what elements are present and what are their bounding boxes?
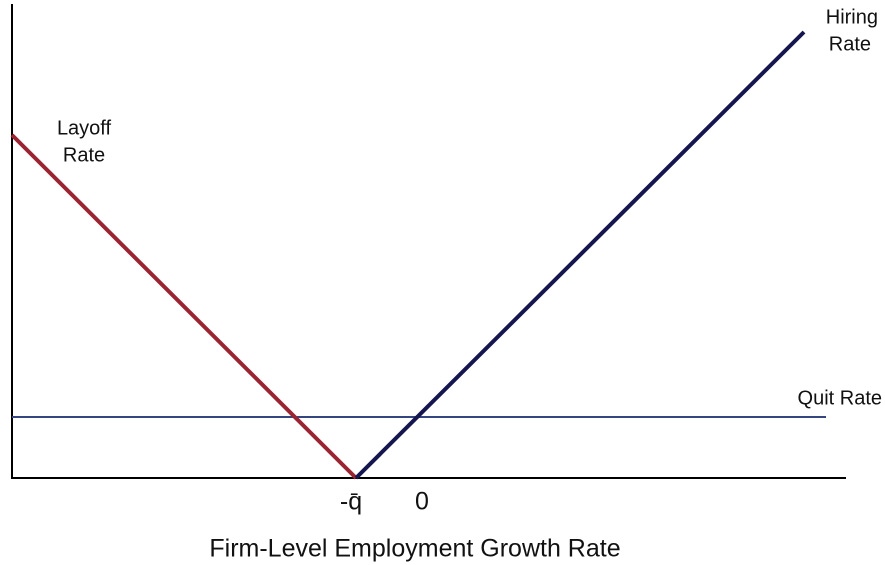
x-axis-title: Firm-Level Employment Growth Rate <box>209 535 620 563</box>
x-tick-label: -q̄ <box>340 488 362 516</box>
hiring-label: Hiring <box>826 6 878 28</box>
layoff-label: Rate <box>63 144 105 166</box>
x-tick-label: 0 <box>415 488 429 516</box>
hiring-rate-line <box>354 30 806 480</box>
layoff-rate-line <box>10 133 358 480</box>
quit-label: Quit Rate <box>798 387 882 409</box>
layoff-label: Layoff <box>57 117 112 139</box>
hiring-label: Rate <box>829 33 871 55</box>
